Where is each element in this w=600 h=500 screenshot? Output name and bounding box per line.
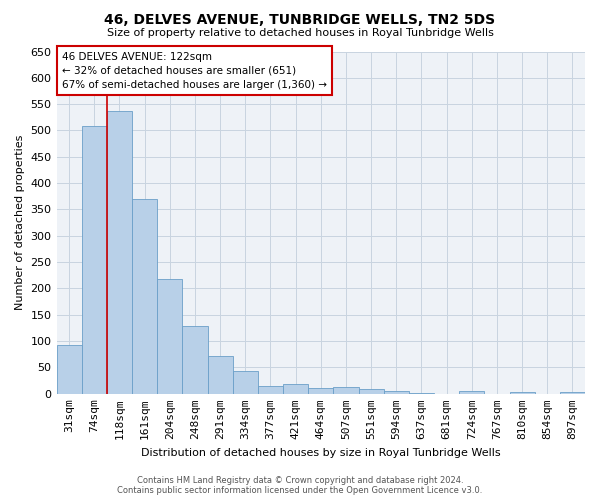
Bar bbox=[409, 393, 434, 394]
Bar bbox=[182, 326, 208, 394]
Bar bbox=[334, 388, 359, 394]
Bar bbox=[208, 356, 233, 394]
Bar bbox=[509, 392, 535, 394]
Y-axis label: Number of detached properties: Number of detached properties bbox=[15, 135, 25, 310]
Bar bbox=[258, 386, 283, 394]
Bar bbox=[132, 200, 157, 394]
Text: 46 DELVES AVENUE: 122sqm
← 32% of detached houses are smaller (651)
67% of semi-: 46 DELVES AVENUE: 122sqm ← 32% of detach… bbox=[62, 52, 327, 90]
Bar bbox=[308, 388, 334, 394]
Bar bbox=[82, 126, 107, 394]
Bar bbox=[283, 384, 308, 394]
Bar bbox=[359, 389, 383, 394]
Bar bbox=[459, 391, 484, 394]
Text: 46, DELVES AVENUE, TUNBRIDGE WELLS, TN2 5DS: 46, DELVES AVENUE, TUNBRIDGE WELLS, TN2 … bbox=[104, 12, 496, 26]
Bar bbox=[383, 390, 409, 394]
Bar bbox=[560, 392, 585, 394]
Bar bbox=[233, 371, 258, 394]
Text: Size of property relative to detached houses in Royal Tunbridge Wells: Size of property relative to detached ho… bbox=[107, 28, 493, 38]
X-axis label: Distribution of detached houses by size in Royal Tunbridge Wells: Distribution of detached houses by size … bbox=[141, 448, 500, 458]
Text: Contains HM Land Registry data © Crown copyright and database right 2024.
Contai: Contains HM Land Registry data © Crown c… bbox=[118, 476, 482, 495]
Bar bbox=[157, 279, 182, 394]
Bar bbox=[56, 345, 82, 394]
Bar bbox=[107, 111, 132, 394]
